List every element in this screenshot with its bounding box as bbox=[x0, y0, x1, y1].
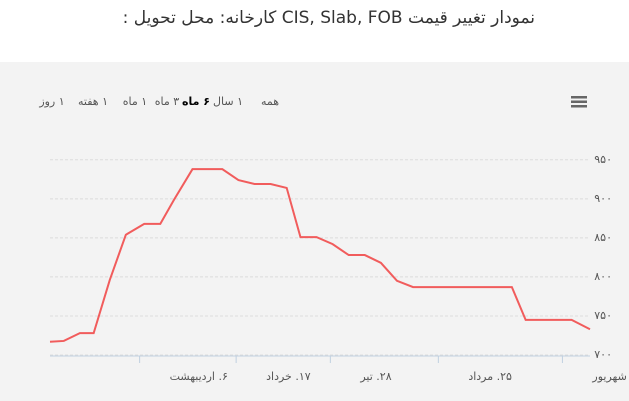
menu-bar bbox=[571, 105, 587, 108]
range-button[interactable]: ۶ ماه bbox=[182, 95, 210, 108]
chart-panel bbox=[0, 62, 629, 401]
x-tick-label: ۲۵. مرداد bbox=[468, 370, 512, 383]
y-tick-label: ۷۵۰ bbox=[594, 309, 612, 322]
y-tick-label: ۹۰۰ bbox=[594, 192, 612, 205]
y-tick-label: ۷۰۰ bbox=[594, 348, 612, 361]
x-tick-label: ۱۷. خرداد bbox=[266, 370, 311, 383]
x-tick-label: ۲۲. شهریور bbox=[591, 370, 629, 383]
range-button[interactable]: ۱ ماه bbox=[123, 95, 147, 108]
menu-bar bbox=[571, 96, 587, 99]
y-tick-label: ۸۵۰ bbox=[594, 231, 612, 244]
menu-bar bbox=[571, 100, 587, 103]
range-button[interactable]: ۱ سال bbox=[213, 95, 243, 108]
range-button[interactable]: ۳ ماه bbox=[155, 95, 180, 108]
x-tick-label: ۲۸. تیر bbox=[359, 370, 391, 383]
menu-button[interactable] bbox=[566, 89, 592, 113]
range-button[interactable]: ۱ روز bbox=[38, 95, 64, 108]
x-tick-label: ۶. اردیبهشت bbox=[170, 370, 228, 383]
page-title: نمودار تغییر قیمت CIS, Slab, FOB کارخانه… bbox=[122, 8, 535, 28]
range-button[interactable]: همه bbox=[261, 95, 279, 108]
y-tick-label: ۸۰۰ bbox=[594, 270, 612, 283]
series-line bbox=[49, 168, 591, 343]
y-tick-label: ۹۵۰ bbox=[594, 153, 612, 166]
range-button[interactable]: ۱ هفته bbox=[78, 95, 108, 108]
